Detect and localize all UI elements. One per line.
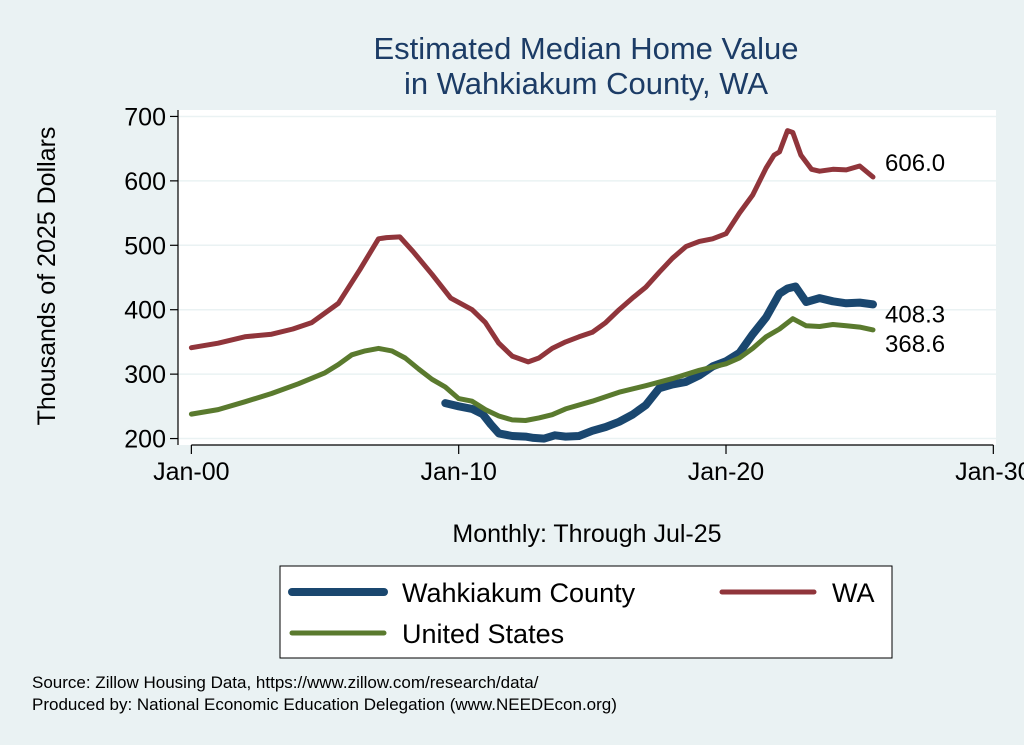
series-line-wa [188,128,876,365]
end-labels: 408.3 606.0 368.6 [885,150,945,358]
legend-box [279,565,893,659]
legend: Wahkiakum County WA United States [279,565,893,659]
grid-lines [178,115,996,440]
source-note: Source: Zillow Housing Data, https://www… [32,673,539,692]
end-label-wahkiakum-county: 408.3 [885,301,945,328]
x-tick-label-Jan-20: Jan-20 [688,458,764,486]
y-axis-title: Thousands of 2025 Dollars [33,127,61,426]
x-tick-label-Jan-10: Jan-10 [420,458,496,486]
series-lines [188,128,877,443]
legend-label-wahkiakum-county: Wahkiakum County [402,578,636,608]
producer-note: Produced by: National Economic Education… [32,695,617,714]
legend-label-united-states: United States [402,619,564,649]
x-tick-label-Jan-00: Jan-00 [153,458,229,486]
y-tick-label-400: 400 [124,297,166,325]
legend-label-wa: WA [832,578,875,608]
x-axis: Jan-00 Jan-10 Jan-20 Jan-30 [153,444,1024,486]
plot-area [178,110,996,445]
end-label-wa: 606.0 [885,150,945,177]
y-tick-label-700: 700 [124,103,166,131]
chart-title-line-2: in Wahkiakum County, WA [404,66,768,101]
series-line-united-states [188,316,876,423]
x-axis-title: Monthly: Through Jul-25 [452,520,721,548]
end-label-united-states: 368.6 [885,331,945,358]
series-line-wahkiakum-county [441,282,877,443]
y-tick-label-200: 200 [124,426,166,454]
y-tick-label-500: 500 [124,232,166,260]
chart-title-line-1: Estimated Median Home Value [373,31,798,66]
y-tick-label-600: 600 [124,168,166,196]
y-tick-label-300: 300 [124,361,166,389]
x-tick-label-Jan-30: Jan-30 [955,458,1024,486]
y-axis: 200 300 400 500 600 700 [124,103,179,454]
